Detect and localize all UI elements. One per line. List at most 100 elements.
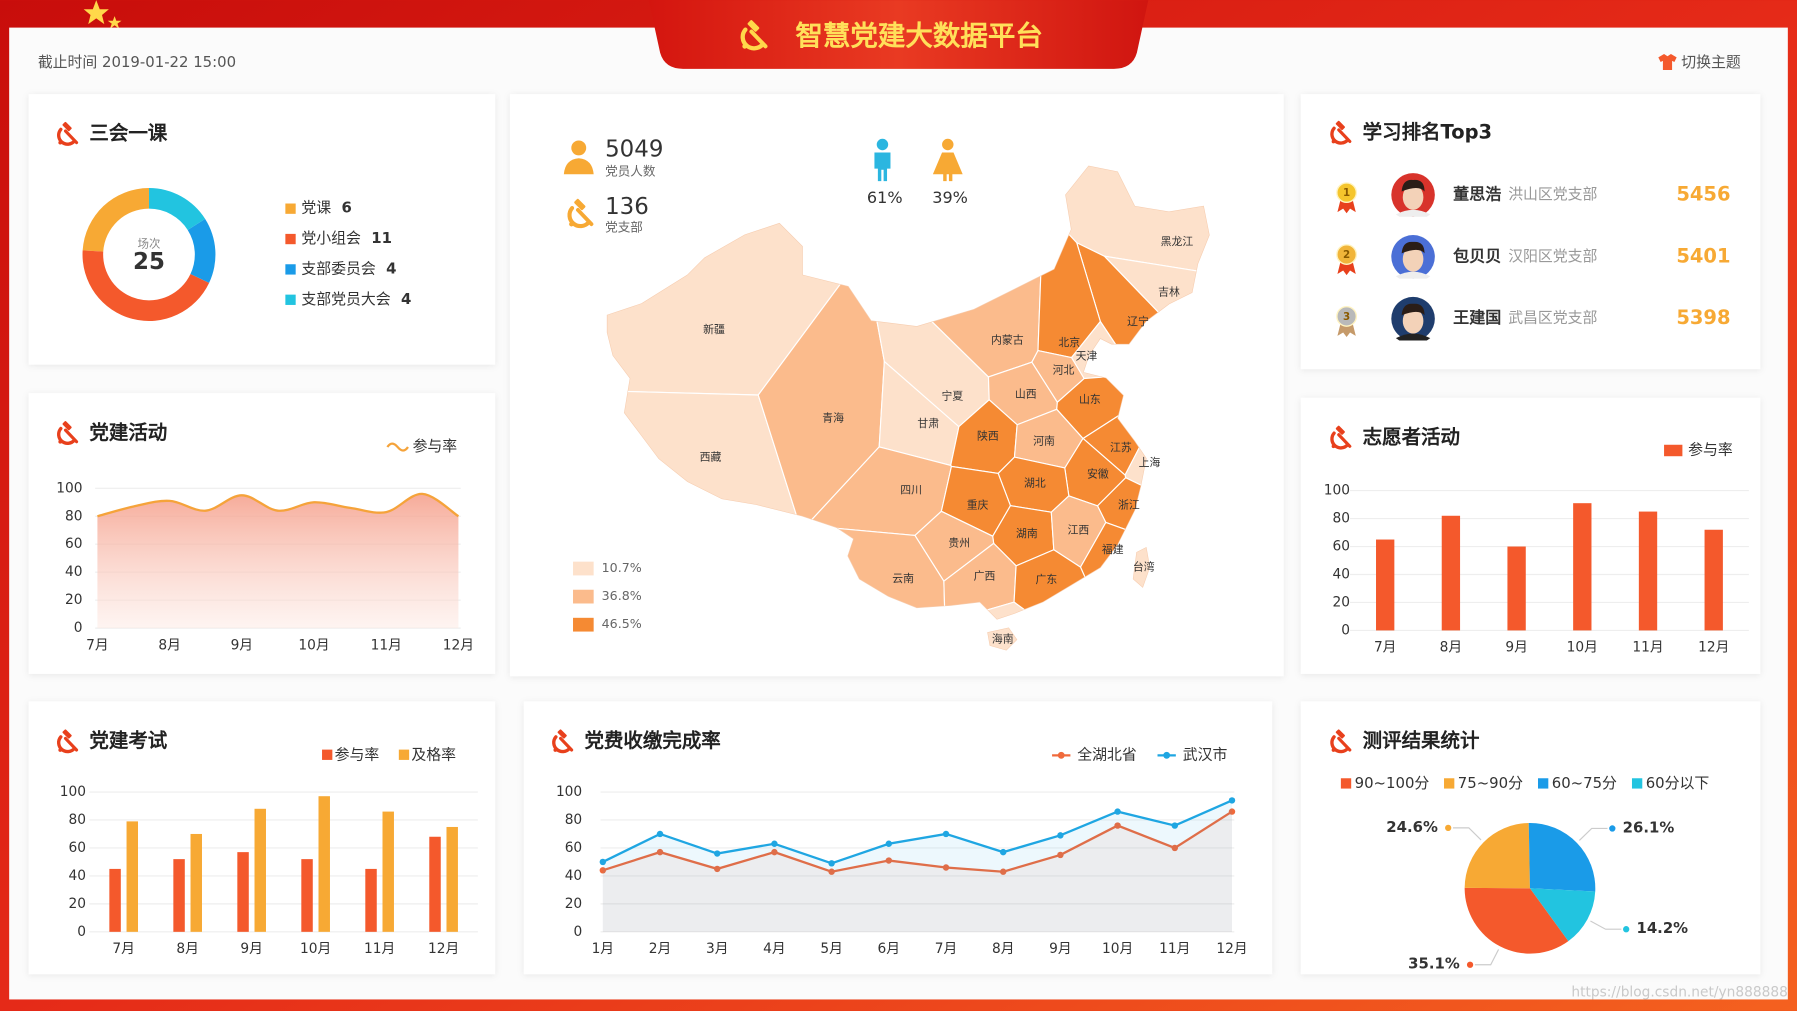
stat-value: 5049 — [605, 137, 663, 163]
y-tick-label: 80 — [65, 508, 83, 524]
donut-slice — [82, 250, 210, 321]
point — [1114, 808, 1121, 815]
legend-value: 6 — [341, 199, 351, 217]
x-tick-label: 8月 — [176, 941, 199, 957]
legend-label: 参与率 — [335, 745, 380, 763]
x-tick-label: 11月 — [371, 637, 402, 653]
flag-stars — [83, 0, 122, 29]
y-tick-label: 60 — [1333, 539, 1351, 555]
rank-score: 5456 — [1676, 182, 1730, 205]
x-tick-label: 9月 — [1049, 941, 1072, 957]
card-title: 三会一课 — [89, 122, 167, 145]
province-label: 江苏 — [1110, 441, 1132, 454]
bar — [1704, 529, 1723, 631]
x-tick-label: 8月 — [1440, 640, 1463, 656]
bar — [254, 808, 266, 932]
rank-branch: 武昌区党支部 — [1508, 309, 1597, 327]
legend-label: 党课 — [301, 199, 331, 217]
gender-label: 39% — [932, 188, 968, 207]
male-body — [874, 152, 891, 182]
pie-slice — [1464, 887, 1569, 954]
line — [602, 810, 1233, 873]
x-tick-label: 10月 — [298, 637, 329, 653]
medal — [1336, 305, 1358, 327]
card — [1300, 94, 1761, 370]
pie-label: 35.1% — [1408, 955, 1460, 973]
x-tick-label: 2月 — [649, 941, 671, 957]
avatar-body — [1395, 271, 1431, 279]
bar — [429, 836, 441, 932]
leader-dot — [1621, 924, 1632, 935]
x-tick-label: 7月 — [112, 941, 135, 957]
province-label: 上海 — [1139, 455, 1161, 469]
bar — [237, 852, 249, 932]
bar — [1507, 546, 1526, 631]
bar — [173, 859, 185, 932]
donut-center-label: 场次 — [138, 237, 161, 251]
point — [1228, 808, 1236, 815]
legend-label: 参与率 — [413, 437, 458, 455]
province-label: 海南 — [992, 632, 1014, 646]
legend-swatch — [1340, 778, 1352, 789]
legend-swatch — [1664, 444, 1683, 457]
x-tick-label: 5月 — [820, 941, 843, 957]
gender-label: 61% — [867, 188, 903, 207]
province-label: 天津 — [1076, 350, 1098, 363]
line — [97, 492, 460, 518]
y-tick-label: 0 — [573, 924, 582, 940]
x-tick-label: 7月 — [86, 637, 109, 653]
rank-name: 王建国 — [1453, 308, 1501, 327]
legend-label: 参与率 — [1688, 440, 1733, 458]
y-tick-label: 80 — [565, 812, 583, 828]
theme-icon[interactable] — [1658, 53, 1677, 71]
x-tick-label: 12月 — [428, 941, 459, 957]
province-label: 陕西 — [977, 429, 999, 443]
theme-button[interactable]: 切换主题 — [1681, 53, 1741, 71]
legend-swatch — [1537, 778, 1549, 789]
point — [999, 848, 1007, 856]
watermark: https://blog.csdn.net/yn888888 — [1571, 985, 1787, 1001]
avatar-face — [1402, 308, 1424, 334]
province-label: 安徽 — [1087, 467, 1109, 481]
page-title: 智慧党建大数据平台 — [795, 20, 1043, 52]
theme-switch[interactable]: 切换主题 — [1658, 53, 1741, 71]
stat-label: 党支部 — [605, 220, 643, 235]
y-tick-label: 60 — [65, 536, 83, 552]
bar — [446, 826, 458, 932]
bar — [109, 868, 121, 932]
x-tick-label: 6月 — [878, 941, 901, 957]
card-title: 志愿者活动 — [1363, 425, 1460, 448]
point — [828, 868, 835, 875]
pie-slice — [1464, 822, 1530, 889]
x-tick-label: 9月 — [231, 637, 254, 653]
donut-slice — [148, 188, 206, 230]
x-tick-label: 11月 — [1632, 640, 1663, 656]
legend-swatch — [285, 203, 296, 214]
province-label: 西藏 — [700, 450, 722, 463]
female-head — [942, 138, 954, 151]
y-tick-label: 100 — [1324, 483, 1350, 499]
rank-score: 5398 — [1676, 306, 1730, 329]
card-title: 测评结果统计 — [1363, 729, 1480, 752]
area — [602, 811, 1232, 932]
bar — [318, 796, 330, 932]
x-tick-label: 10月 — [1102, 941, 1133, 957]
x-tick-label: 12月 — [1698, 640, 1729, 656]
point — [999, 868, 1007, 875]
avatar-face — [1402, 184, 1424, 210]
avatar-hair — [1401, 241, 1425, 254]
legend-value: 4 — [386, 259, 396, 277]
legend-swatch — [1057, 751, 1065, 759]
x-tick-label: 11月 — [1159, 941, 1190, 957]
province-label: 山西 — [1015, 387, 1037, 400]
medal-rank: 3 — [1343, 311, 1350, 323]
y-tick-label: 100 — [56, 480, 82, 496]
point — [1171, 822, 1179, 829]
rank-branch: 洪山区党支部 — [1508, 185, 1597, 203]
card-title: 学习排名Top3 — [1363, 121, 1492, 144]
y-tick-label: 20 — [68, 896, 86, 912]
bar — [126, 821, 139, 932]
title-tab — [648, 0, 1149, 69]
province-label: 青海 — [822, 410, 844, 424]
